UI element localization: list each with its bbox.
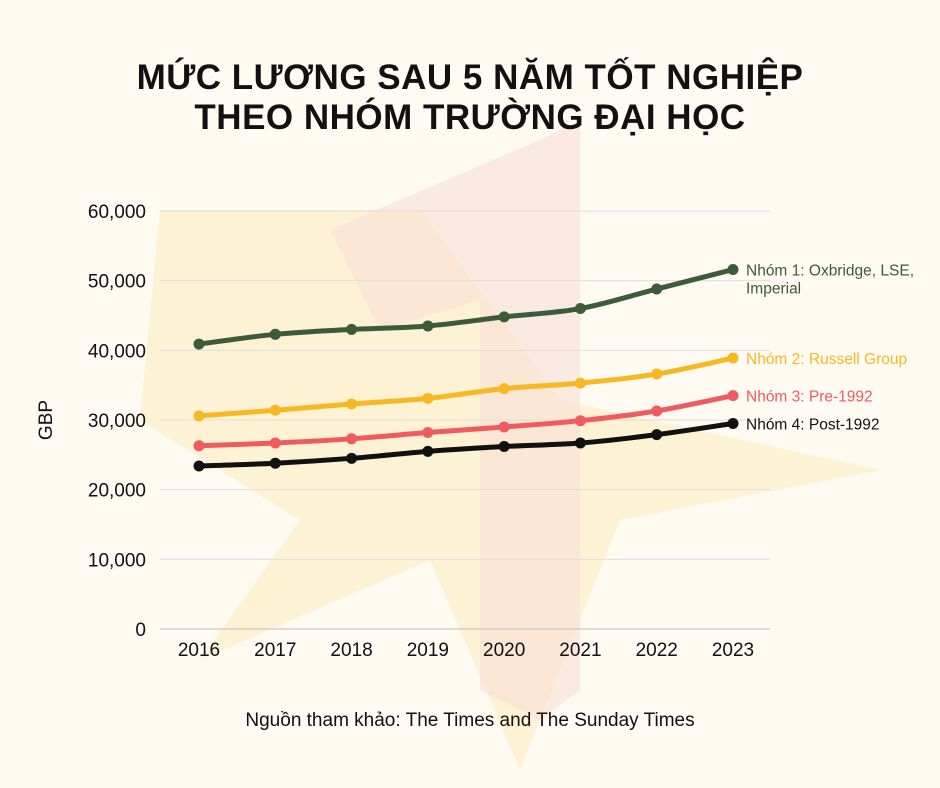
series-label-3: Nhóm 3: Pre-1992 [746,389,873,406]
data-point [422,445,434,457]
x-tick-label: 2017 [254,640,296,661]
y-tick-label: 30,000 [88,411,146,432]
series-label-4: Nhóm 4: Post-1992 [746,416,880,433]
series-label-1: Nhóm 1: Oxbridge, LSE, [746,263,914,280]
title-line-2: THEO NHÓM TRƯỜNG ĐẠI HỌC [194,98,746,137]
data-point [269,328,281,340]
data-point [727,417,739,429]
data-point [727,352,739,364]
x-tick-label: 2018 [330,640,372,661]
series-label-1: Imperial [746,281,801,298]
data-point [346,323,358,335]
series-line-2 [196,355,736,419]
data-point [269,404,281,416]
data-point [346,452,358,464]
series-line-4 [196,420,736,469]
series-line-3 [196,393,736,449]
data-point [269,437,281,449]
data-point [346,398,358,410]
x-tick-label: 2023 [712,640,754,661]
y-tick-label: 60,000 [88,202,146,223]
gridlines [160,210,770,630]
series-labels: Nhóm 1: Oxbridge, LSE,Imperial Nhóm 2: Ru… [746,263,914,434]
data-point [498,311,510,323]
series-lines [193,264,739,472]
y-tick-label: 10,000 [88,550,146,571]
data-point [498,421,510,433]
data-point [498,383,510,395]
data-point [727,390,739,402]
x-axis-ticks: 2016 2017 2018 2019 2020 2021 2022 2023 [178,640,754,661]
data-point [193,410,205,422]
data-point [422,427,434,439]
data-point [574,437,586,449]
y-axis-label: GBP [36,400,57,440]
data-point [651,429,663,441]
data-point [193,440,205,452]
x-tick-label: 2021 [559,640,601,661]
data-point [727,264,739,276]
data-point [346,433,358,445]
data-point [651,405,663,417]
data-point [651,283,663,295]
data-point [269,457,281,469]
data-point [574,415,586,427]
series-line-1 [196,267,736,347]
series-label-2: Nhóm 2: Russell Group [746,351,907,368]
x-tick-label: 2022 [636,640,678,661]
title-line-1: MỨC LƯƠNG SAU 5 NĂM TỐT NGHIỆP [136,58,804,97]
data-point [193,338,205,350]
x-tick-label: 2019 [407,640,449,661]
data-point [651,368,663,380]
data-point [193,460,205,472]
x-tick-label: 2020 [483,640,525,661]
data-point [574,377,586,389]
source-note: Nguồn tham khảo: The Times and The Sunda… [245,710,695,731]
y-tick-label: 40,000 [88,341,146,362]
data-point [422,392,434,404]
y-tick-label: 0 [135,620,146,641]
data-point [574,303,586,315]
x-tick-label: 2016 [178,640,220,661]
watermark-arrow [330,120,580,720]
data-point [422,320,434,332]
y-axis-ticks: 0 10,000 20,000 30,000 40,000 50,000 60,000 [88,202,146,641]
chart-title: MỨC LƯƠNG SAU 5 NĂM TỐT NGHIỆP THEO NHÓM… [0,58,940,138]
data-point [498,440,510,452]
y-tick-label: 50,000 [88,272,146,293]
y-tick-label: 20,000 [88,481,146,502]
